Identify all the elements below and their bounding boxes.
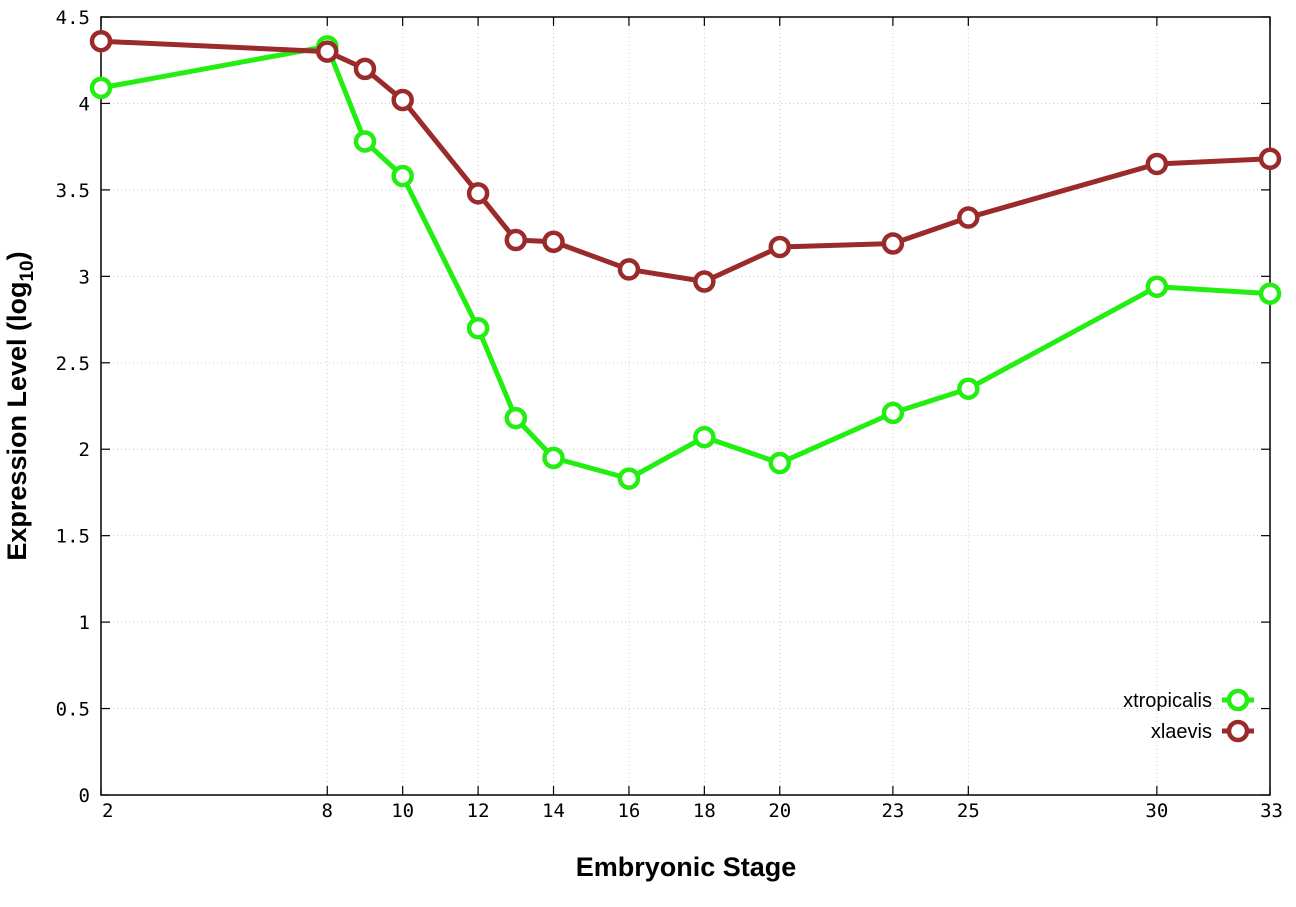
series-line <box>100 43 1271 482</box>
x-tick-label: 25 <box>957 800 980 822</box>
data-point <box>693 425 716 449</box>
legend-item-xlaevis: xlaevis <box>1151 719 1254 743</box>
y-tick-label: 4.5 <box>56 7 90 29</box>
x-axis-title: Embryonic Stage <box>576 852 797 882</box>
y-axis-title: Expression Level (log10) <box>2 251 38 560</box>
y-axis-title-subscript: 10 <box>17 260 38 281</box>
data-point <box>957 206 980 229</box>
series-xlaevis <box>89 29 1282 293</box>
x-tick-label: 10 <box>391 800 414 822</box>
series-layer <box>89 29 1282 490</box>
grid <box>101 17 1270 795</box>
legend-item-xtropicalis: xtropicalis <box>1123 688 1254 712</box>
legend-label: xtropicalis <box>1123 690 1212 712</box>
data-point <box>391 88 414 112</box>
data-point <box>881 232 905 255</box>
y-tick-label: 3 <box>79 266 90 288</box>
series-line <box>100 38 1271 285</box>
y-tick-label: 0.5 <box>56 699 90 721</box>
data-point <box>353 57 377 81</box>
data-point <box>693 270 716 293</box>
x-tick-label: 33 <box>1260 800 1283 822</box>
x-tick-label: 12 <box>467 800 490 822</box>
data-point <box>89 29 113 53</box>
x-tick-label: 20 <box>768 800 791 822</box>
plot-frame <box>100 16 1271 796</box>
data-point <box>768 235 792 259</box>
data-point <box>617 258 641 281</box>
series-xtropicalis <box>89 35 1282 490</box>
data-point <box>1145 275 1169 298</box>
data-point <box>768 451 792 475</box>
x-tick-label: 8 <box>322 800 333 822</box>
x-tick-label: 2 <box>102 800 113 822</box>
y-tick-label: 4 <box>79 93 90 115</box>
data-point <box>466 316 490 340</box>
y-tick-label: 0 <box>79 785 90 807</box>
data-point <box>466 182 490 205</box>
data-point <box>353 130 377 153</box>
legend-swatch-marker <box>1226 688 1250 712</box>
data-point <box>881 401 905 425</box>
data-point <box>89 76 113 100</box>
data-point <box>504 406 528 430</box>
data-point <box>617 467 641 490</box>
y-tick-label: 1 <box>79 612 90 634</box>
data-point <box>504 228 528 252</box>
y-axis-title-close: ) <box>2 251 32 260</box>
axis-ticks: 0 0.5 1 1.5 2 2.5 3 3.5 4 4.5 2 8 10 12 14 16 18 20 23 25 30… <box>56 7 1283 822</box>
data-point <box>1145 152 1169 176</box>
legend: xtropicalis xlaevis <box>1123 688 1254 743</box>
y-tick-label: 3.5 <box>56 180 90 202</box>
data-point <box>542 446 565 470</box>
x-tick-label: 14 <box>542 800 565 822</box>
data-point <box>1258 282 1282 305</box>
data-point <box>957 377 980 400</box>
y-tick-label: 1.5 <box>56 526 90 548</box>
data-point <box>391 164 414 188</box>
data-point <box>1258 147 1282 171</box>
x-tick-label: 18 <box>693 800 716 822</box>
x-tick-label: 23 <box>881 800 904 822</box>
x-tick-label: 30 <box>1145 800 1168 822</box>
x-tick-label: 16 <box>617 800 640 822</box>
y-axis-title-main: Expression Level (log <box>2 282 32 561</box>
data-point <box>542 230 565 254</box>
data-point <box>316 40 339 63</box>
legend-label: xlaevis <box>1151 721 1212 743</box>
legend-swatch-marker <box>1226 719 1250 743</box>
y-tick-label: 2.5 <box>56 353 90 375</box>
y-tick-label: 2 <box>79 439 90 461</box>
